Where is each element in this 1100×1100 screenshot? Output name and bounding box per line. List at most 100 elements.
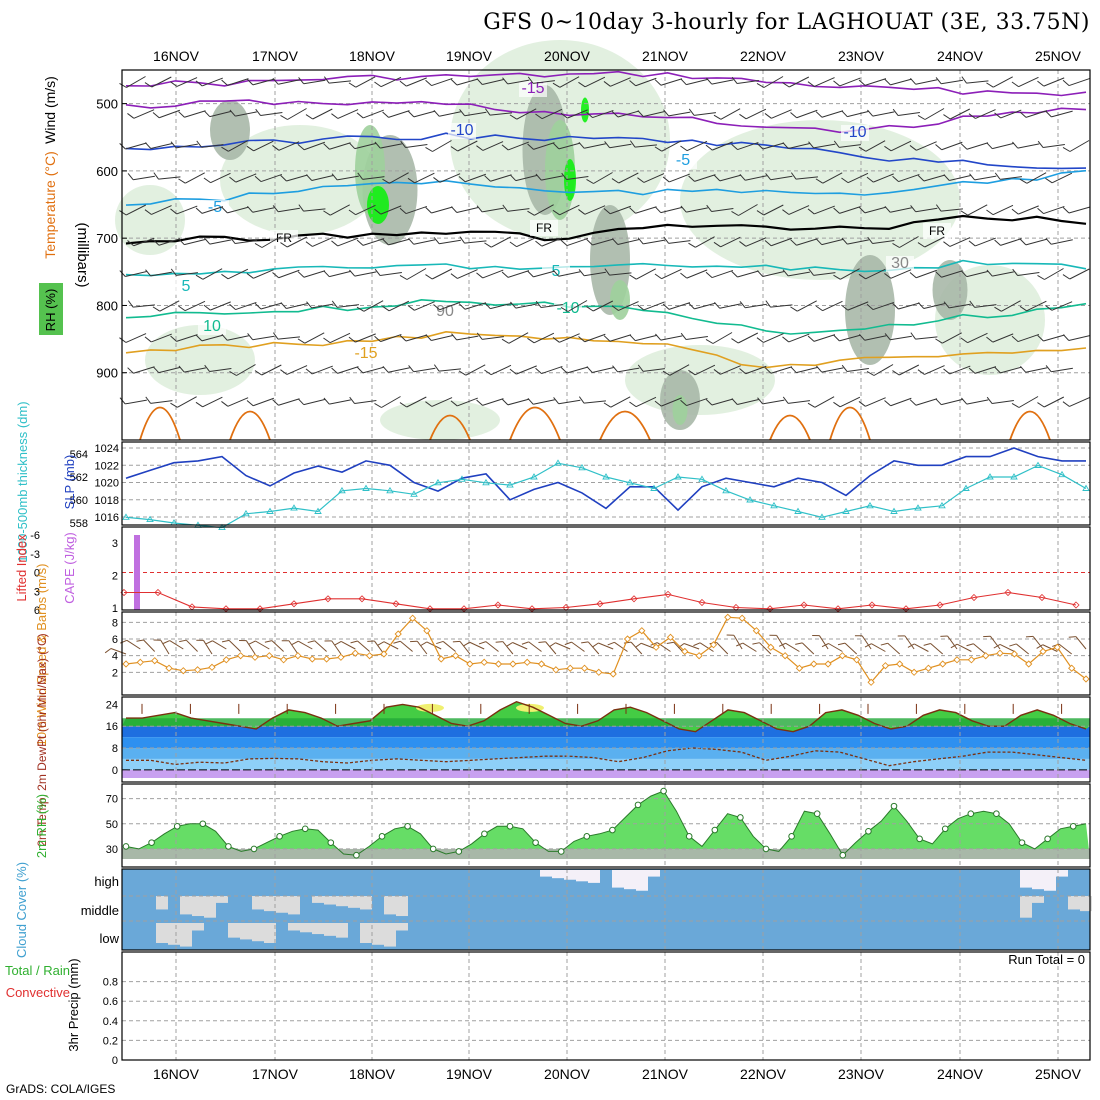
wind-barb-shaft [286,236,308,248]
sfc-barb-shaft [989,635,1001,650]
wind-barb-0-15 [502,77,530,85]
wind-barb-shaft [899,236,919,248]
wind-barb-0-19 [603,77,631,87]
wind-barb-9-26 [790,366,818,374]
wind-barb-2-5 [246,140,274,152]
temp-ytick-0: 0 [112,765,118,777]
wind-barb-flag [204,237,211,245]
sfc-barb-flag [162,640,170,644]
wind-barb-flag [425,79,432,86]
wind-barb-5-17 [560,237,589,247]
wind-barb-shaft [686,335,708,341]
sfc-barb-flag [248,640,256,645]
wind-barb-shaft [567,300,588,312]
wind-barb-flag [884,333,891,341]
wind-barb-8-37 [1062,334,1091,341]
wind-barb-flag [221,273,229,280]
cloud-cell-1-22 [396,896,408,917]
wind-barb-2-22 [680,140,708,152]
wind-barb-flag [348,142,356,150]
wind-barb-7-21 [662,302,691,310]
contour-label-12: -15 [354,345,377,362]
wind-barb-shaft [643,301,665,311]
cloud-cell-1-5 [192,896,204,917]
wind-barb-flag [961,76,967,84]
wind-barb-flag [884,205,891,213]
rh2m-point-28 [481,830,488,838]
warm-arc-5 [769,414,811,441]
sfc-barb-shaft [630,641,643,655]
sfc-barb-flag [581,641,589,644]
wind-barb-9-20 [637,364,665,372]
wind-barb-shaft [890,397,912,407]
wind-barb-flag [713,301,721,309]
wind-barb-4-1 [144,205,172,215]
sfc-barb-flag [864,643,872,648]
wind-barb-flag [706,77,713,85]
wind-barb-shaft [865,397,886,407]
thickness-point-32 [890,507,898,514]
precip-ytick-0.4: 0.4 [103,1016,118,1028]
rh2m-point-68 [993,810,1000,817]
warm-arc-0 [139,406,181,441]
wind-barb-0-3 [195,77,223,87]
wind-barb-4-23 [706,204,734,213]
rh-shade-13 [845,255,895,365]
wind-barb-5-11 [407,237,436,245]
wind-barb-5-16 [535,237,563,247]
wind-barb-5-9 [356,238,385,246]
wind-barb-flag [586,179,594,184]
wind-barb-flag [348,82,357,88]
sfc-barb-flag [221,639,230,643]
wind-point-31 [566,664,574,672]
wind-barb-1-33 [968,109,996,119]
wind-barb-shaft [923,174,946,182]
wind-barb-flag [603,81,611,87]
thick-ylabel: 1000-500mb thickness (dm) [15,401,30,562]
wind-barb-shaft [286,303,308,309]
wind-barb-shaft [821,367,844,373]
sfc-barb-55 [897,635,915,650]
wind-barb-3-22 [688,174,716,182]
rh2m-point-38 [609,826,616,834]
wind-barb-3-26 [790,172,818,180]
wind-barb-shaft [847,239,869,245]
wind-barb-7-35 [1019,300,1047,312]
sfc-barb-shaft [143,639,156,652]
slp-frame [121,441,1091,526]
wind-barb-flag [994,306,1002,312]
wind-barb-shaft [541,303,563,309]
cloud-cell-1-21 [384,896,396,915]
wind-barb-flag [807,402,816,408]
wind-barb-shaft [668,111,691,117]
wind-barb-7-23 [713,301,742,309]
wind-barb-shaft [303,270,326,278]
wind-barb-flag [782,209,790,215]
rh-shade-7 [625,345,775,415]
wind-barb-flag [790,112,797,119]
wind-barb-8-3 [195,334,224,342]
wind-barb-shaft [967,204,988,216]
wind-barb-shaft [235,301,257,311]
wind-barb-flag [254,243,263,248]
wind-barb-shaft [541,365,563,375]
cloud-cell-2-14 [300,923,312,933]
contour-label-10: -10 [556,300,579,317]
wind-barb-shaft [380,143,402,149]
wind-barb-shaft [660,335,683,341]
wind-barb-flag [458,303,466,310]
wind-barb-8-8 [323,332,351,344]
wind-barb-shaft [1051,367,1073,373]
upper-temp-label: Temperature (°C) [42,151,58,259]
wind-barb-shaft [125,333,147,343]
wind-barb-shaft [711,207,734,213]
wind-point-22 [437,655,445,663]
li-line [124,591,1077,610]
wind-point-25 [480,658,488,666]
wind-barb-flag [1012,268,1019,276]
wind-barb-7-25 [765,300,793,308]
wind-barb-3-18 [586,172,613,184]
wind-barb-4-36 [1037,205,1065,215]
wind-barb-shaft [158,366,181,374]
top-date-label-6: 22NOV [740,48,787,64]
